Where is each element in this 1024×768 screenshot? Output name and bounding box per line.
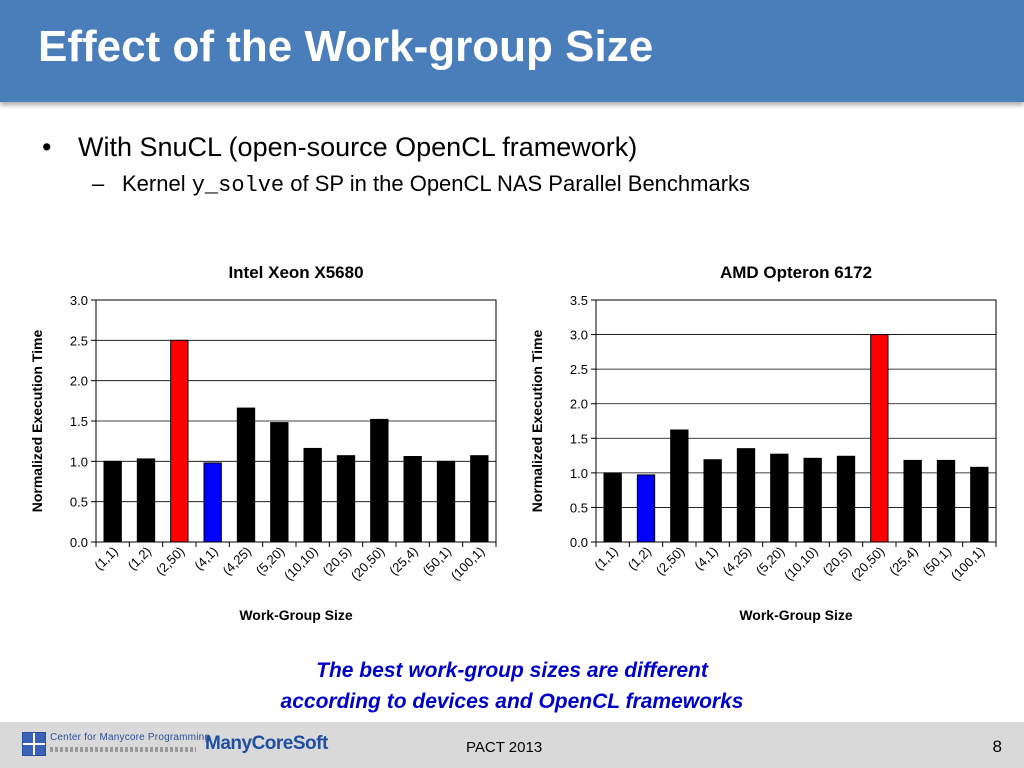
- conclusion-line-1: The best work-group sizes are different: [316, 659, 708, 682]
- bullet-dash: –: [92, 171, 105, 196]
- bar: [436, 460, 456, 543]
- y-tick-label: 2.0: [570, 397, 588, 412]
- x-tick-label: (100,1): [948, 544, 988, 584]
- x-tick-label: (1,1): [591, 544, 621, 574]
- chart-intel-xeon: Intel Xeon X5680 0.0 0.5 1.0 1.5 2.0 2.5 3.0 (1,…: [29, 263, 497, 623]
- kernel-name: y_solve: [191, 173, 285, 198]
- y-tick-label: 3.0: [70, 293, 88, 308]
- bar: [136, 458, 156, 543]
- bullet-2-suffix: of SP in the OpenCL NAS Parallel Benchma…: [284, 171, 751, 196]
- bar: [270, 422, 289, 543]
- chart-title: Intel Xeon X5680: [228, 263, 363, 282]
- slide-title: Effect of the Work-group Size: [38, 22, 654, 71]
- bar: [203, 462, 222, 543]
- manycoresoft-logo: ManyCoreSoft: [205, 733, 328, 754]
- bar: [603, 472, 622, 543]
- y-axis-label: Normalized Execution Time: [29, 330, 45, 513]
- y-tick-label: 0.5: [570, 500, 588, 515]
- chart-amd-container: AMD Opteron 6172 0.0 0.5 1.0 1.5 2.0 2.5 3.0 3.5…: [520, 255, 1010, 630]
- bullet-level-1: • With SnuCL (open-source OpenCL framewor…: [42, 132, 637, 163]
- bullet-level-2: – Kernel y_solve of SP in the OpenCL NAS …: [92, 171, 750, 198]
- grid-logo-icon: [22, 732, 46, 756]
- conclusion-line-2: according to devices and OpenCL framewor…: [280, 690, 744, 713]
- y-tick-label: 1.5: [70, 414, 88, 429]
- x-tick-label: (20,50): [348, 544, 388, 584]
- y-tick-label: 2.5: [570, 362, 588, 377]
- bar: [770, 453, 789, 543]
- x-tick-label: (25,4): [886, 544, 921, 579]
- x-tick-label: (25,4): [386, 544, 421, 579]
- bar: [870, 334, 889, 543]
- bar: [670, 429, 689, 543]
- y-tick-label: 3.5: [570, 293, 588, 308]
- y-tick-label: 2.5: [70, 333, 88, 348]
- bar: [336, 455, 356, 543]
- logo-cmp-subline: [50, 747, 196, 752]
- x-tick-label: (100,1): [448, 544, 488, 584]
- bullet-dot: •: [42, 132, 52, 162]
- x-axis-label: Work-Group Size: [239, 607, 353, 623]
- bar: [836, 455, 856, 543]
- x-tick-label: (2,50): [153, 544, 188, 579]
- x-tick-label: (10,10): [781, 544, 821, 584]
- x-tick-label: (4,25): [219, 544, 254, 579]
- y-tick-label: 2.0: [70, 374, 88, 389]
- x-tick-label: (1,2): [625, 544, 655, 574]
- chart-amd-opteron: AMD Opteron 6172 0.0 0.5 1.0 1.5 2.0 2.5 3.0 3.5…: [529, 263, 997, 623]
- x-tick-label: (20,50): [848, 544, 888, 584]
- x-tick-label: (2,50): [653, 544, 688, 579]
- y-tick-label: 1.0: [70, 454, 88, 469]
- bar: [936, 459, 956, 543]
- y-axis-label: Normalized Execution Time: [529, 330, 545, 513]
- bar: [703, 459, 722, 543]
- bullet-2-prefix: Kernel: [122, 171, 192, 196]
- title-bar: Effect of the Work-group Size: [0, 0, 1024, 102]
- chart-title: AMD Opteron 6172: [720, 263, 872, 282]
- y-tick-label: 0.0: [70, 535, 88, 550]
- bar: [370, 418, 389, 543]
- bar: [236, 407, 256, 543]
- bar: [803, 457, 822, 543]
- footer-bar: [0, 722, 1024, 768]
- center-for-manycore-programming-logo: Center for Manycore Programming: [22, 730, 210, 760]
- x-axis-label: Work-Group Size: [739, 607, 853, 623]
- conference-label: PACT 2013: [466, 739, 543, 756]
- bar: [736, 448, 756, 543]
- x-tick-label: (4,1): [691, 544, 721, 574]
- plot-area: [595, 299, 997, 543]
- bar: [470, 455, 489, 543]
- bullet-1-text: With SnuCL (open-source OpenCL framework…: [78, 132, 638, 162]
- y-tick-label: 1.0: [570, 466, 588, 481]
- x-tick-label: (4,1): [191, 544, 221, 574]
- page-number: 8: [992, 737, 1002, 756]
- logo-cmp-text: Center for Manycore Programming: [50, 732, 211, 743]
- bar: [636, 474, 656, 543]
- bar: [970, 466, 989, 543]
- y-tick-label: 1.5: [570, 431, 588, 446]
- bar: [403, 455, 422, 543]
- x-tick-label: (10,10): [281, 544, 321, 584]
- y-tick-label: 0.5: [70, 495, 88, 510]
- bar: [170, 339, 189, 543]
- x-tick-label: (4,25): [719, 544, 754, 579]
- y-tick-label: 3.0: [570, 328, 588, 343]
- chart-intel-container: Intel Xeon X5680 0.0 0.5 1.0 1.5 2.0 2.5 3.0 (1,…: [20, 255, 510, 630]
- x-tick-label: (1,2): [125, 544, 155, 574]
- x-tick-label: (1,1): [91, 544, 121, 574]
- bar: [903, 459, 922, 543]
- y-tick-label: 0.0: [570, 535, 588, 550]
- bar: [103, 460, 122, 543]
- bar: [303, 447, 322, 543]
